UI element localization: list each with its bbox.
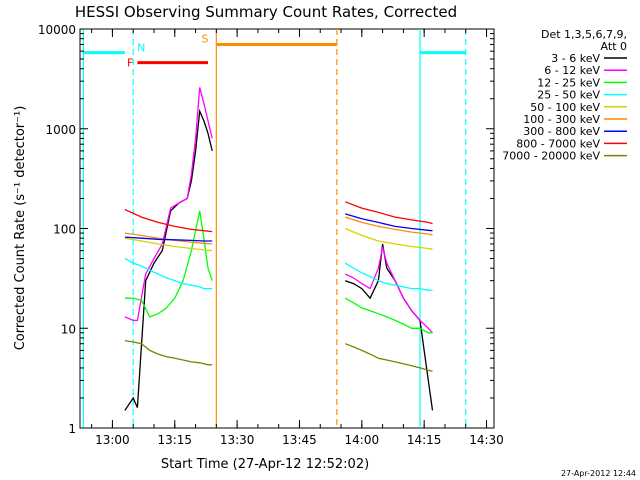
x-tick-label-4: 14:00 [345,433,380,447]
plot-frame [79,28,495,429]
flag-label-2: F [127,57,133,70]
x-axis-label: Start Time (27-Apr-12 12:52:02) [161,457,369,472]
axes: 13:00 13:15 13:30 13:45 14:00 14:15 14:30 1 10 10… [38,23,504,447]
series-8-segment-1 [344,343,433,372]
series-7-segment-0 [124,208,213,233]
series-4-segment-1 [344,227,433,250]
series-6-segment-1 [345,213,433,232]
y-tick-label-4: 10000 [38,23,76,37]
legend-label-6: 300 - 800 keV [523,125,600,138]
x-tick-label-3: 13:45 [282,433,317,447]
legend-header-1: Att 0 [601,40,627,53]
x-tick-label-6: 14:30 [469,433,504,447]
series-8-segment-0 [124,340,213,366]
series-7-segment-1 [344,201,433,225]
legend-label-7: 800 - 7000 keV [516,137,600,150]
y-axis-label: Corrected Count Rate (s⁻¹ detector⁻¹) [13,106,28,351]
legend-label-4: 50 - 100 keV [530,101,600,114]
x-tick-label-5: 14:15 [407,433,442,447]
x-tick-label-2: 13:30 [220,433,255,447]
legend-label-3: 25 - 50 keV [537,89,600,102]
flag-bars: NF S [83,32,466,70]
legend-header-0: Det 1,3,5,6,7,9, [541,28,627,41]
series-6-segment-0 [124,236,213,242]
series-group [124,87,434,411]
y-tick-label-1: 10 [61,322,76,336]
series-3-segment-1 [344,262,433,291]
series-2-segment-1 [344,297,433,334]
series-5-segment-1 [345,216,433,236]
legend-label-0: 3 - 6 keV [551,52,600,65]
timestamp: 27-Apr-2012 12:44 [561,469,636,478]
series-1-segment-1 [344,247,433,334]
flag-label-3: S [201,32,208,45]
series-1-segment-0 [124,87,213,322]
y-tick-label-3: 1000 [45,123,76,137]
y-tick-label-2: 100 [53,223,76,237]
x-tick-label-0: 13:00 [95,433,130,447]
flag-label-1: N [137,42,145,55]
legend-label-1: 6 - 12 keV [544,64,600,77]
series-3-segment-0 [124,257,213,290]
legend-label-8: 7000 - 20000 keV [502,150,600,163]
chart-title: HESSI Observing Summary Count Rates, Cor… [75,3,457,21]
legend-label-2: 12 - 25 keV [537,76,600,89]
series-4-segment-0 [124,237,213,252]
legend-label-5: 100 - 300 keV [523,113,600,126]
series-0-segment-0 [124,108,213,411]
x-tick-label-1: 13:15 [157,433,192,447]
series-2-segment-0 [124,210,213,318]
y-tick-label-0: 1 [68,422,76,436]
